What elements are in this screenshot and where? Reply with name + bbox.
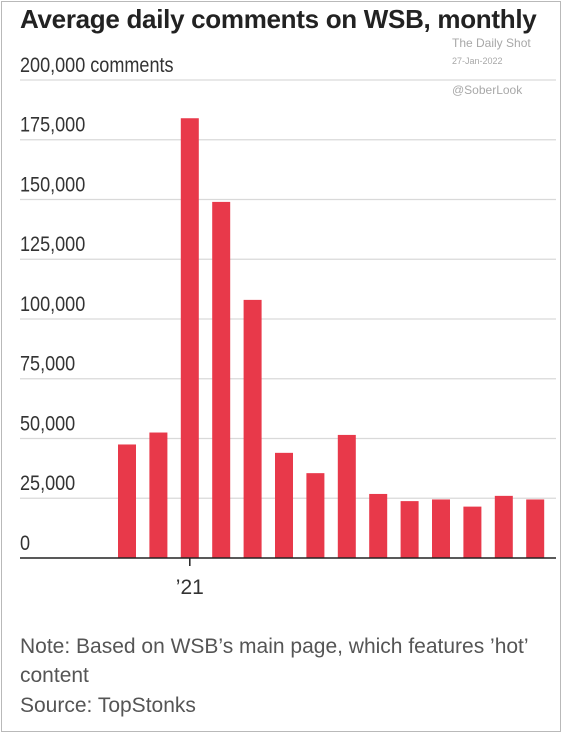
x-tick-label: ’21 xyxy=(176,576,204,599)
bar xyxy=(180,118,199,559)
bar xyxy=(118,444,136,558)
y-tick-label: 125,000 xyxy=(20,233,85,257)
bar xyxy=(432,499,450,558)
bar xyxy=(400,501,419,558)
bar xyxy=(212,201,231,558)
chart-title: Average daily comments on WSB, monthly xyxy=(20,4,537,34)
watermark-handle: @SoberLook xyxy=(452,83,523,97)
chart-note: Note: Based on WSB’s main page, which fe… xyxy=(20,635,528,687)
y-tick-label: 0 xyxy=(20,532,30,556)
y-tick-label: 100,000 xyxy=(20,293,85,317)
bar xyxy=(275,452,293,558)
y-tick-label: 25,000 xyxy=(20,472,75,496)
y-tick-label: 75,000 xyxy=(20,353,75,377)
y-tick-label: 200,000 comments xyxy=(20,54,174,78)
bar xyxy=(243,299,262,558)
y-tick-label: 175,000 xyxy=(20,114,85,138)
bar xyxy=(337,434,356,558)
bar xyxy=(149,432,168,558)
bar xyxy=(369,493,388,558)
bar xyxy=(526,499,545,558)
watermark-date: 27-Jan-2022 xyxy=(452,56,503,66)
chart-source: Source: TopStonks xyxy=(20,694,196,717)
bar xyxy=(306,473,325,558)
bar xyxy=(463,506,482,558)
y-tick-label: 50,000 xyxy=(20,412,75,436)
y-tick-label: 150,000 xyxy=(20,173,85,197)
bar xyxy=(494,495,513,558)
watermark-publisher: The Daily Shot xyxy=(452,36,531,50)
